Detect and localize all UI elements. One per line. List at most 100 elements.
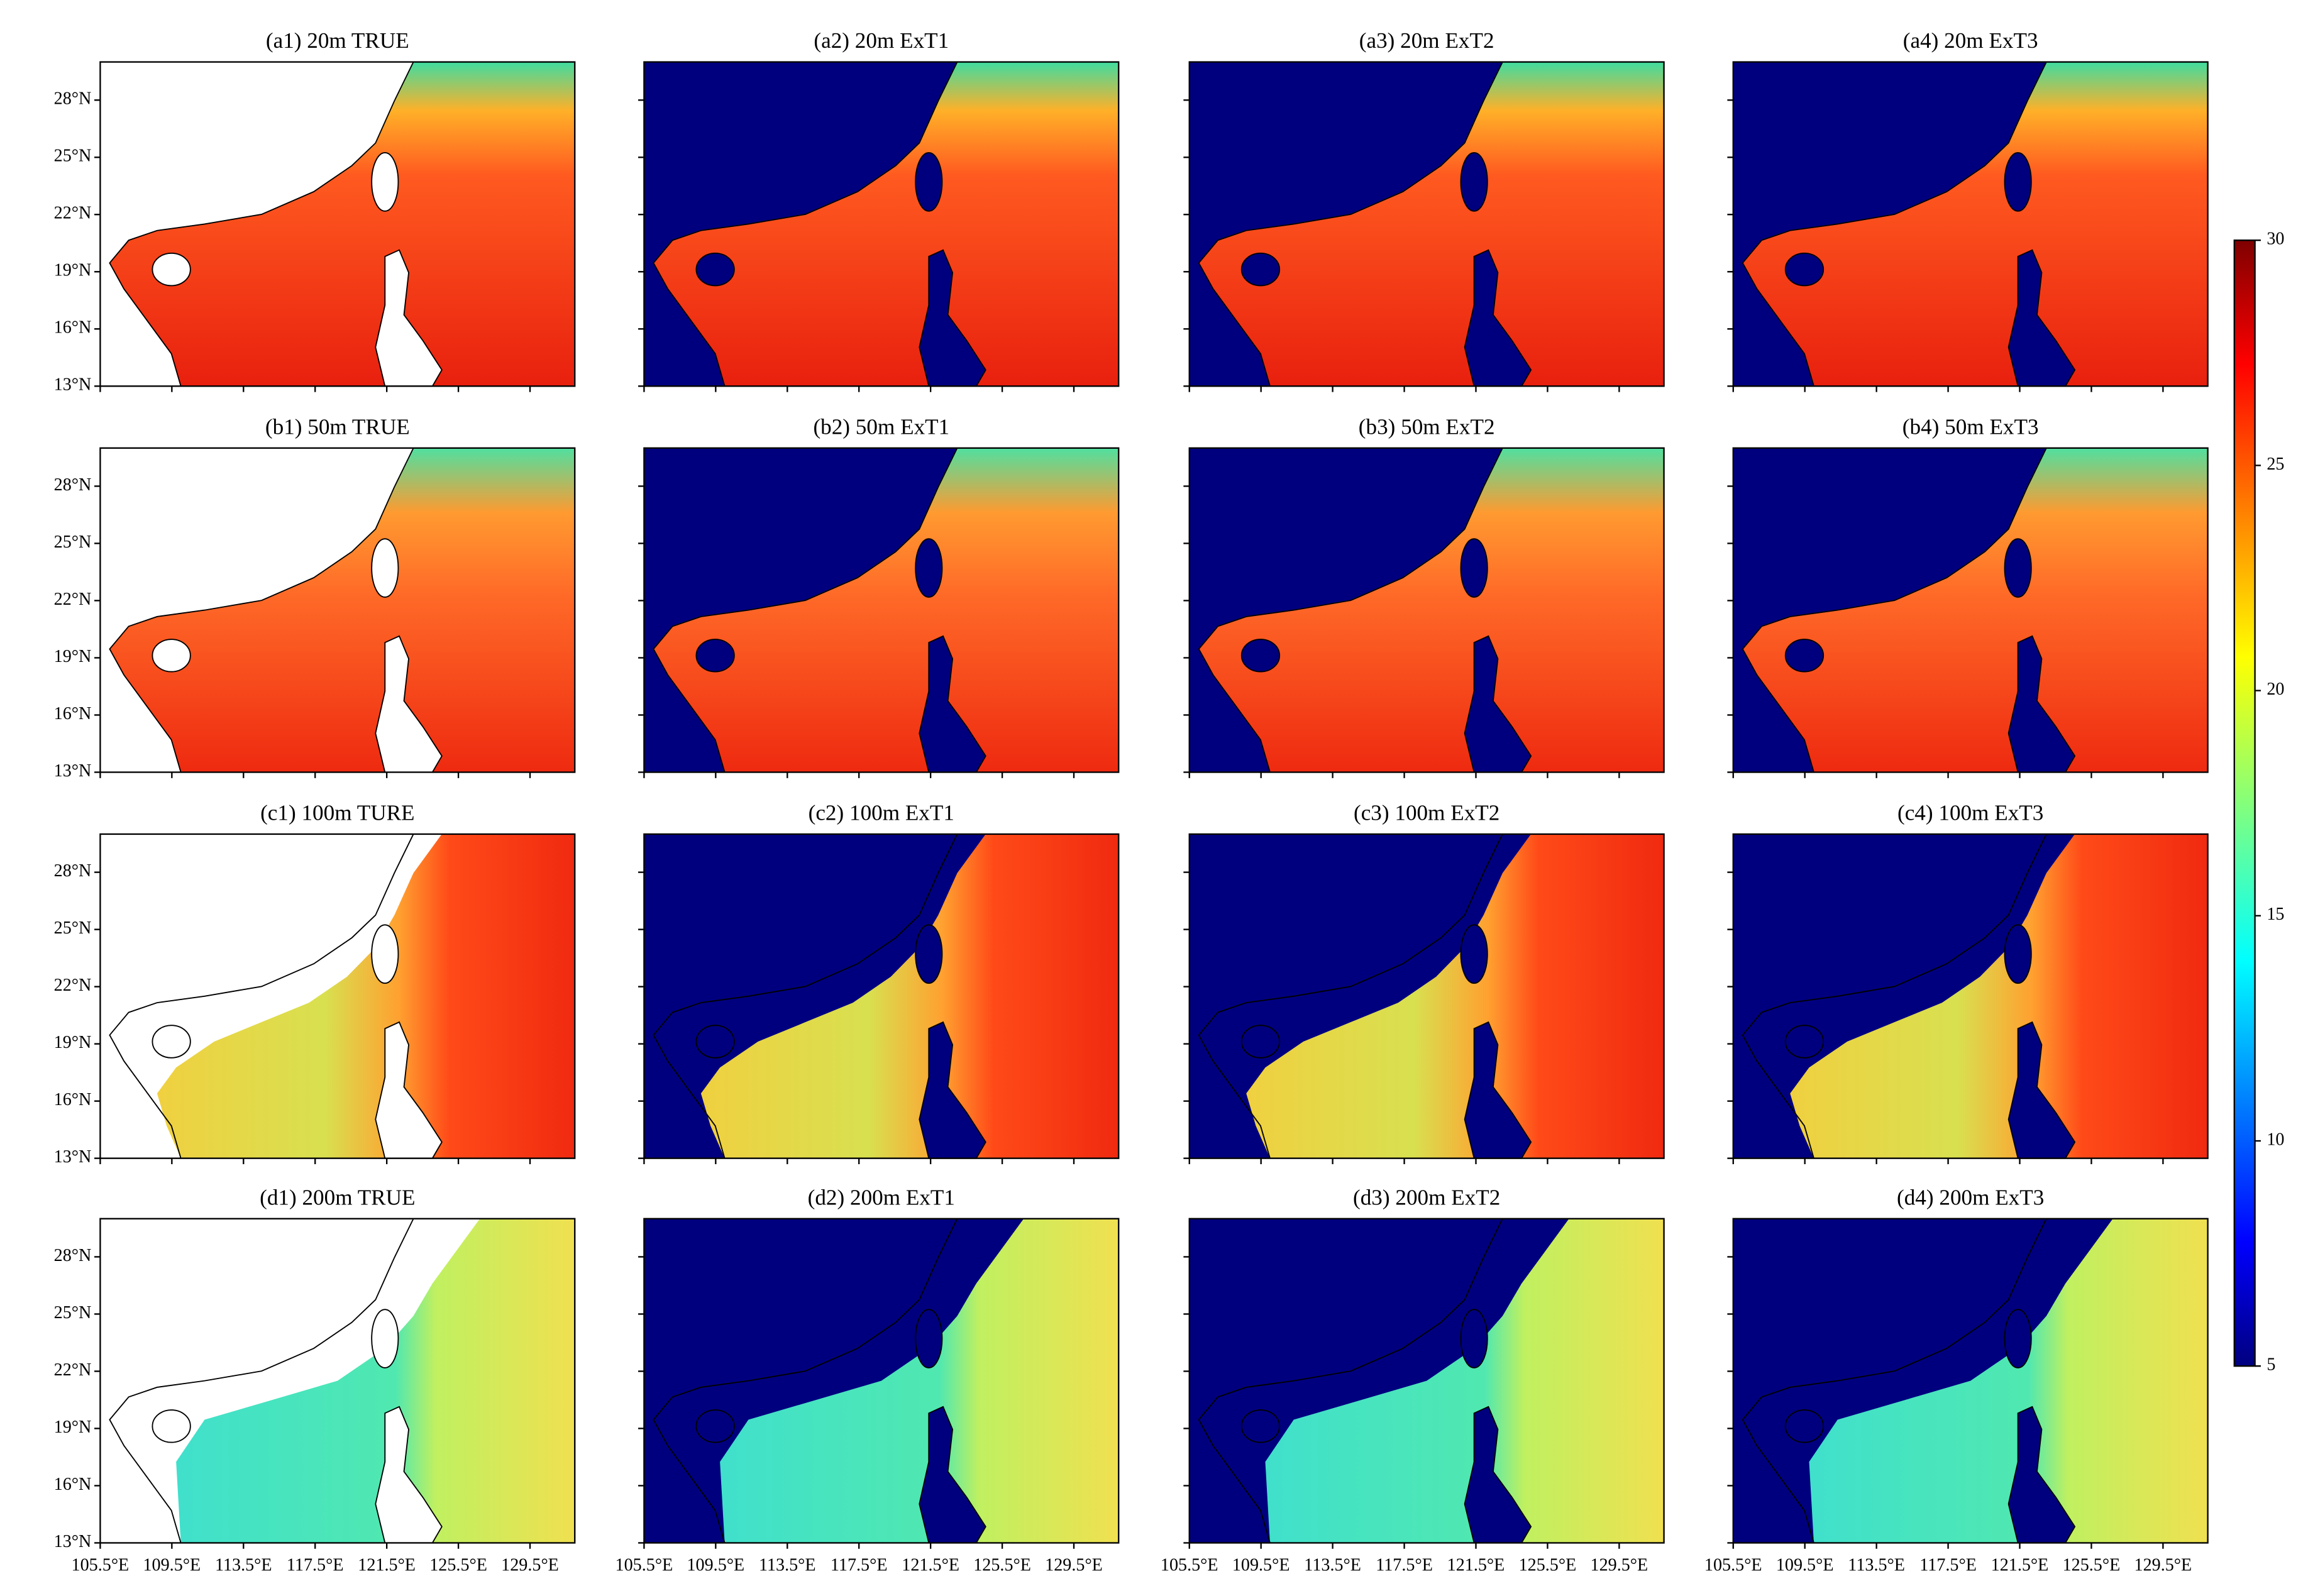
lon-tick-label: 109.5°E: [1232, 1555, 1290, 1575]
panel-frame: [1188, 1218, 1665, 1544]
lon-tick-label: 129.5°E: [2134, 1555, 2192, 1575]
lon-tick-label: 121.5°E: [1991, 1555, 2049, 1575]
panel-title: (d1) 200m TRUE: [260, 1185, 415, 1209]
lat-tick-label: 13°N: [54, 1532, 92, 1551]
lon-tick-label: 113.5°E: [215, 1555, 272, 1575]
lat-tick-label: 19°N: [54, 647, 92, 666]
taiwan: [2004, 152, 2032, 212]
lon-tick-label: 109.5°E: [1776, 1555, 1834, 1575]
luzon: [919, 1021, 986, 1159]
hainan: [152, 639, 191, 673]
lon-tick-label: 125.5°E: [973, 1555, 1031, 1575]
coastline: [109, 834, 414, 1158]
hainan: [1784, 252, 1825, 287]
taiwan: [1460, 1309, 1488, 1368]
luzon: [1464, 249, 1532, 387]
panel-frame: [99, 833, 576, 1159]
panel-frame: [99, 447, 576, 773]
ocean-field: [109, 62, 575, 387]
panel-frame: [1732, 61, 2209, 387]
panel-title: (d2) 200m ExT1: [808, 1185, 955, 1209]
luzon: [375, 635, 443, 773]
coastline: [1198, 62, 1503, 387]
panel-frame: [1732, 1218, 2209, 1544]
lat-tick-label: 19°N: [54, 1417, 92, 1437]
luzon: [1464, 1406, 1532, 1544]
taiwan: [371, 1309, 399, 1368]
lon-tick-label: 117.5°E: [831, 1555, 888, 1575]
hainan: [1240, 252, 1281, 287]
taiwan: [2004, 538, 2032, 598]
lat-tick-label: 19°N: [54, 1033, 92, 1052]
coastline: [1742, 834, 2047, 1158]
colorbar: [2233, 239, 2256, 1367]
panel-title: (c3) 100m ExT2: [1354, 801, 1499, 825]
ocean-field: [700, 834, 1119, 1158]
lat-tick-label: 25°N: [54, 146, 92, 166]
ocean-field: [1265, 1218, 1664, 1543]
lat-tick-label: 22°N: [54, 204, 92, 223]
lat-tick-label: 13°N: [54, 375, 92, 395]
ocean-field: [1790, 834, 2208, 1158]
taiwan: [1460, 924, 1488, 984]
panel-frame: [643, 1218, 1120, 1544]
panel-frame: [1188, 61, 1665, 387]
lon-tick-label: 113.5°E: [1304, 1555, 1361, 1575]
taiwan: [915, 1309, 943, 1368]
lat-tick-label: 16°N: [54, 704, 92, 724]
hainan: [1240, 1409, 1281, 1443]
coastline: [653, 448, 958, 773]
lon-tick-label: 121.5°E: [358, 1555, 416, 1575]
colorbar-tick-label: 25: [2267, 454, 2284, 474]
coastline: [1742, 448, 2047, 773]
hainan: [695, 639, 735, 673]
hainan: [152, 1409, 191, 1443]
lat-tick-label: 25°N: [54, 532, 92, 552]
lat-tick-label: 28°N: [54, 861, 92, 881]
panel-title: (b2) 50m ExT1: [813, 414, 949, 439]
luzon: [375, 1406, 443, 1544]
luzon: [375, 249, 443, 387]
ocean-field: [1742, 62, 2208, 387]
taiwan: [915, 924, 943, 984]
lon-tick-label: 117.5°E: [1376, 1555, 1433, 1575]
hainan: [695, 252, 735, 287]
panel-title: (b3) 50m ExT2: [1359, 414, 1495, 439]
lat-tick-label: 25°N: [54, 1303, 92, 1323]
lat-tick-label: 28°N: [54, 475, 92, 495]
panel-title: (c4) 100m ExT3: [1897, 801, 2043, 825]
ocean-field: [1742, 448, 2208, 773]
hainan: [1240, 639, 1281, 673]
panel-frame: [1188, 833, 1665, 1159]
lon-tick-label: 105.5°E: [72, 1555, 130, 1575]
ocean-field: [653, 62, 1119, 387]
coastline: [109, 448, 414, 773]
lon-tick-label: 129.5°E: [1045, 1555, 1103, 1575]
luzon: [1464, 1021, 1532, 1159]
luzon: [2007, 1021, 2076, 1159]
taiwan: [1460, 152, 1488, 212]
taiwan: [371, 538, 399, 598]
panel-title: (b1) 50m TRUE: [265, 414, 410, 439]
coastline: [653, 834, 958, 1158]
luzon: [2007, 635, 2076, 773]
lat-tick-label: 16°N: [54, 1475, 92, 1494]
taiwan: [2004, 924, 2032, 984]
panel-frame: [643, 61, 1120, 387]
lat-tick-label: 25°N: [54, 918, 92, 938]
lon-tick-label: 125.5°E: [2063, 1555, 2121, 1575]
taiwan: [915, 538, 943, 598]
hainan: [1784, 639, 1825, 673]
taiwan: [371, 152, 399, 212]
ocean-field: [109, 448, 575, 773]
taiwan: [371, 924, 399, 984]
lon-tick-label: 117.5°E: [287, 1555, 344, 1575]
coastline: [653, 62, 958, 387]
lat-tick-label: 13°N: [54, 761, 92, 781]
luzon: [919, 1406, 986, 1544]
lat-tick-label: 28°N: [54, 89, 92, 109]
luzon: [375, 1021, 443, 1159]
ocean-field: [1198, 448, 1664, 773]
panel-title: (a1) 20m TRUE: [266, 28, 409, 53]
ocean-field: [720, 1218, 1119, 1543]
